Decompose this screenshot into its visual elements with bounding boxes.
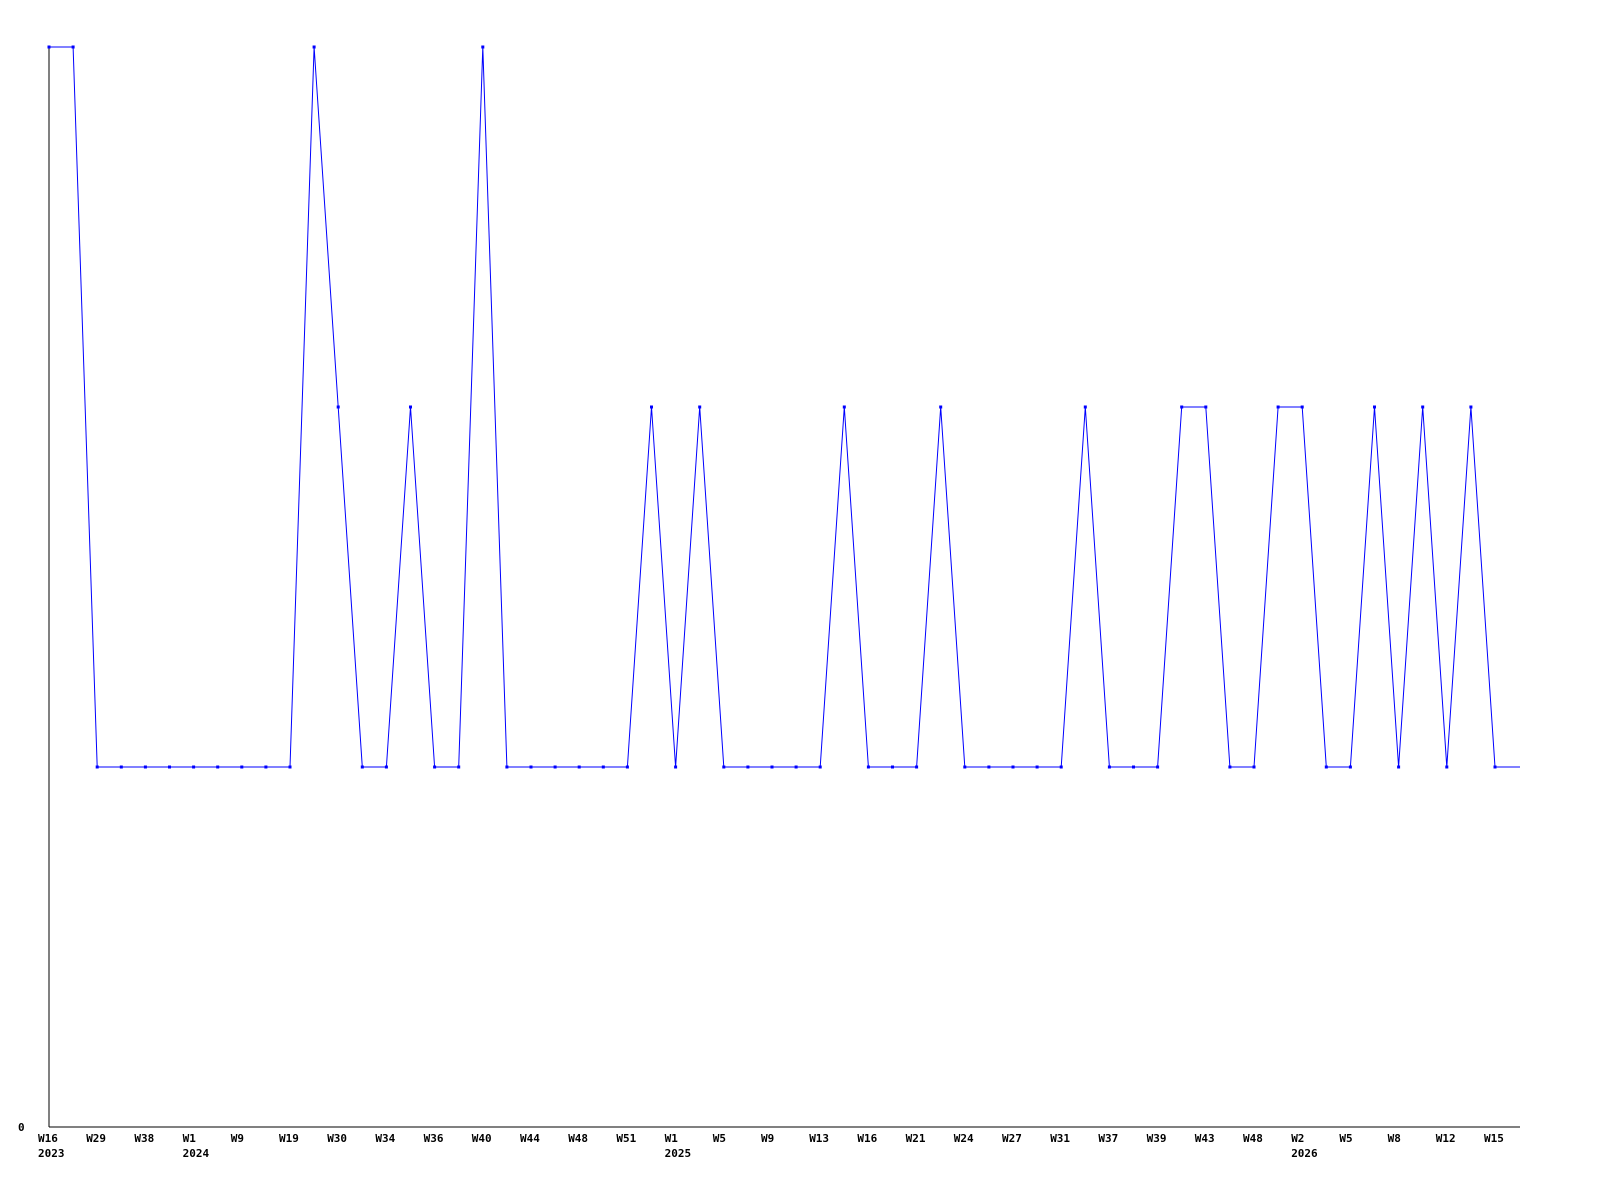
data-point <box>360 765 364 769</box>
data-point <box>722 765 726 769</box>
data-point <box>409 405 412 409</box>
data-point <box>1228 765 1232 769</box>
x-tick-label: W9 <box>761 1132 774 1145</box>
data-point <box>1156 765 1160 769</box>
x-tick-label: W5 <box>713 1132 726 1145</box>
data-point <box>1252 765 1256 769</box>
data-point <box>240 765 244 769</box>
data-point <box>1107 765 1111 769</box>
data-point <box>1276 405 1280 409</box>
data-point <box>818 765 822 769</box>
data-point <box>1469 405 1473 409</box>
data-point <box>842 405 846 409</box>
data-point <box>939 405 943 409</box>
x-tick-label: W43 <box>1195 1132 1215 1145</box>
data-point <box>987 765 991 769</box>
x-tick-label: W13 <box>809 1132 829 1145</box>
x-tick-label: W29 <box>86 1132 106 1145</box>
data-point <box>216 765 220 769</box>
x-tick-label: W9 <box>231 1132 244 1145</box>
x-tick-label: W21 <box>906 1132 926 1145</box>
data-point <box>650 405 653 409</box>
data-point <box>1059 765 1063 769</box>
x-tick-label: W5 <box>1339 1132 1352 1145</box>
data-point <box>770 765 774 769</box>
x-tick-label: W38 <box>134 1132 154 1145</box>
series-line <box>49 46 1520 768</box>
data-point <box>698 405 702 409</box>
x-tick-label: W39 <box>1147 1132 1167 1145</box>
data-point <box>1011 765 1015 769</box>
x-tick-label: W27 <box>1002 1132 1022 1145</box>
x-tick-label: W1 <box>665 1132 679 1145</box>
y-tick-label: 0 <box>18 1121 25 1134</box>
data-point <box>481 45 485 49</box>
x-tick-label: W36 <box>424 1132 444 1145</box>
data-point <box>312 45 316 49</box>
data-point <box>746 765 750 769</box>
data-point <box>915 765 919 769</box>
data-point <box>192 765 196 769</box>
data-point <box>143 765 147 769</box>
x-tick-label: W1 <box>183 1132 197 1145</box>
x-tick-label: W15 <box>1484 1132 1504 1145</box>
data-point <box>1180 405 1184 409</box>
x-tick-label: W19 <box>279 1132 299 1145</box>
data-point <box>288 765 292 769</box>
data-point <box>505 765 509 769</box>
data-point <box>1204 405 1208 409</box>
data-point <box>1445 765 1449 769</box>
data-point <box>625 765 629 769</box>
x-tick-label: W51 <box>616 1132 636 1145</box>
year-label: 2024 <box>183 1147 210 1160</box>
data-point <box>71 45 75 49</box>
data-point <box>433 765 437 769</box>
data-point <box>794 765 798 769</box>
x-tick-label: W8 <box>1388 1132 1401 1145</box>
year-label: 2025 <box>665 1147 692 1160</box>
x-tick-label: W12 <box>1436 1132 1456 1145</box>
data-point <box>1300 405 1304 409</box>
data-point <box>1083 405 1087 409</box>
data-point <box>891 765 894 769</box>
data-point <box>457 765 461 769</box>
data-point <box>866 765 870 769</box>
data-point <box>47 45 51 49</box>
data-point <box>1035 765 1039 769</box>
x-tick-label: W2 <box>1291 1132 1304 1145</box>
x-tick-label: W16 <box>857 1132 877 1145</box>
x-tick-label: W16 <box>38 1132 58 1145</box>
data-point <box>1397 765 1401 769</box>
data-point <box>577 765 581 769</box>
x-tick-label: W44 <box>520 1132 540 1145</box>
data-point <box>264 765 268 769</box>
x-tick-label: W37 <box>1098 1132 1118 1145</box>
x-tick-label: W40 <box>472 1132 492 1145</box>
data-point <box>1493 765 1497 769</box>
data-point <box>384 765 388 769</box>
x-tick-label: W24 <box>954 1132 974 1145</box>
x-tick-label: W48 <box>568 1132 588 1145</box>
data-point <box>119 765 123 769</box>
data-point <box>601 765 605 769</box>
x-tick-label: W31 <box>1050 1132 1070 1145</box>
data-point <box>336 405 340 409</box>
data-point <box>1348 765 1352 769</box>
data-point <box>1132 765 1135 769</box>
data-point <box>1421 405 1425 409</box>
x-tick-label: W30 <box>327 1132 347 1145</box>
data-point <box>963 765 967 769</box>
data-point <box>168 765 171 769</box>
data-point <box>95 765 99 769</box>
year-label: 2023 <box>38 1147 65 1160</box>
data-point <box>529 765 533 769</box>
x-tick-label: W34 <box>375 1132 395 1145</box>
x-tick-label: W48 <box>1243 1132 1263 1145</box>
data-point <box>553 765 557 769</box>
data-point <box>674 765 678 769</box>
data-point <box>1373 405 1376 409</box>
data-point <box>1324 765 1328 769</box>
year-label: 2026 <box>1291 1147 1318 1160</box>
